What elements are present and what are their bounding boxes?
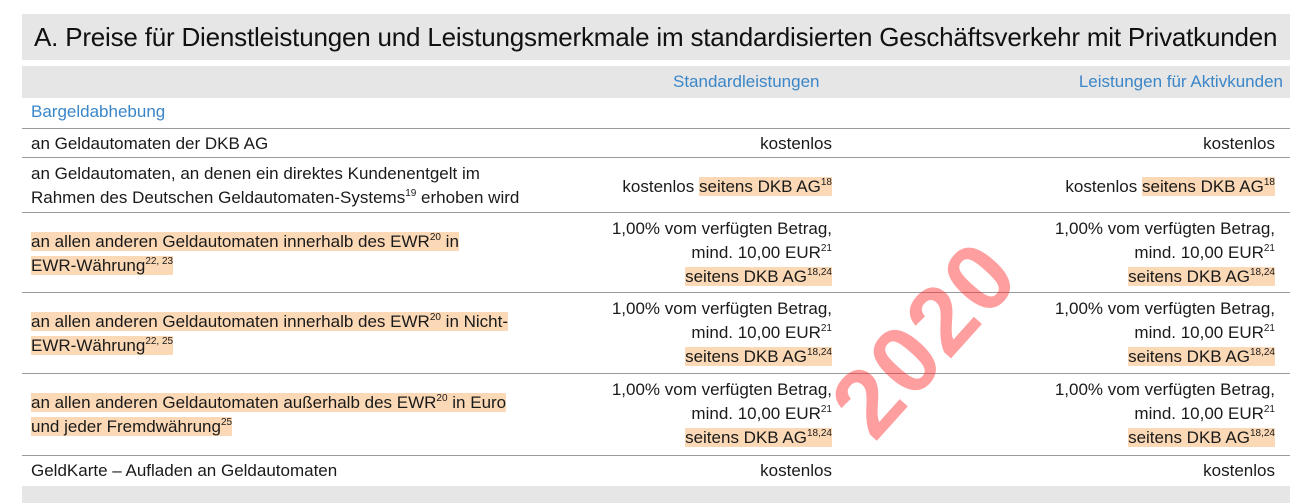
row-label-line: EWR-Währung22, 25	[31, 336, 174, 355]
section-label-bargeldabhebung: Bargeldabhebung	[31, 102, 166, 121]
column-header-bar: Standardleistungen Leistungen für Aktivk…	[22, 66, 1290, 98]
row-label-line: an allen anderen Geldautomaten außerhalb…	[31, 393, 507, 412]
standard-value: kostenlos	[760, 461, 832, 480]
row-label-line: und jeder Fremdwährung25	[31, 417, 233, 436]
table-row: an Geldautomaten, an denen ein direktes …	[22, 157, 1290, 213]
row-label-line: an allen anderen Geldautomaten innerhalb…	[31, 312, 509, 331]
page-title: A. Preise für Dienstleistungen und Leist…	[22, 14, 1290, 60]
row-label: an allen anderen Geldautomaten innerhalb…	[31, 230, 459, 278]
row-label-line: an Geldautomaten, an denen ein direktes …	[31, 164, 480, 183]
row-label-line: EWR-Währung22, 23	[31, 256, 174, 275]
standard-value: kostenlos	[760, 134, 832, 153]
row-label-line: Rahmen des Deutschen Geldautomaten-Syste…	[31, 188, 520, 207]
row-label-line: an allen anderen Geldautomaten innerhalb…	[31, 232, 459, 251]
column-header-standard: Standardleistungen	[673, 72, 820, 91]
table-row: an allen anderen Geldautomaten außerhalb…	[22, 373, 1290, 456]
table-row: GeldKarte – Aufladen an Geldautomaten ko…	[22, 455, 1290, 486]
aktiv-value: kostenlos	[1203, 461, 1275, 480]
aktiv-value: 1,00% vom verfügten Betrag, mind. 10,00 …	[1054, 219, 1275, 286]
row-label: an allen anderen Geldautomaten außerhalb…	[31, 391, 507, 439]
row-label: an allen anderen Geldautomaten innerhalb…	[31, 310, 509, 358]
standard-value: 1,00% vom verfügten Betrag, mind. 10,00 …	[611, 219, 832, 286]
standard-value: 1,00% vom verfügten Betrag, mind. 10,00 …	[611, 299, 832, 366]
row-label: GeldKarte – Aufladen an Geldautomaten	[31, 461, 338, 480]
column-header-aktivkunden: Leistungen für Aktivkunden	[1078, 72, 1283, 91]
table-row: an allen anderen Geldautomaten innerhalb…	[22, 212, 1290, 293]
table-row: an allen anderen Geldautomaten innerhalb…	[22, 292, 1290, 374]
aktiv-value: kostenlos	[1203, 134, 1275, 153]
aktiv-value: 1,00% vom verfügten Betrag, mind. 10,00 …	[1054, 380, 1275, 447]
row-label: an Geldautomaten, an denen ein direktes …	[31, 162, 519, 210]
aktiv-value: kostenlos seitens DKB AG18	[1065, 177, 1275, 196]
row-label: an Geldautomaten der DKB AG	[31, 134, 269, 153]
standard-value: kostenlos seitens DKB AG18	[622, 177, 832, 196]
table-row: an Geldautomaten der DKB AG kostenlos ko…	[22, 128, 1290, 158]
table-footer-bar	[22, 486, 1290, 503]
standard-value: 1,00% vom verfügten Betrag, mind. 10,00 …	[611, 380, 832, 447]
aktiv-value: 1,00% vom verfügten Betrag, mind. 10,00 …	[1054, 299, 1275, 366]
